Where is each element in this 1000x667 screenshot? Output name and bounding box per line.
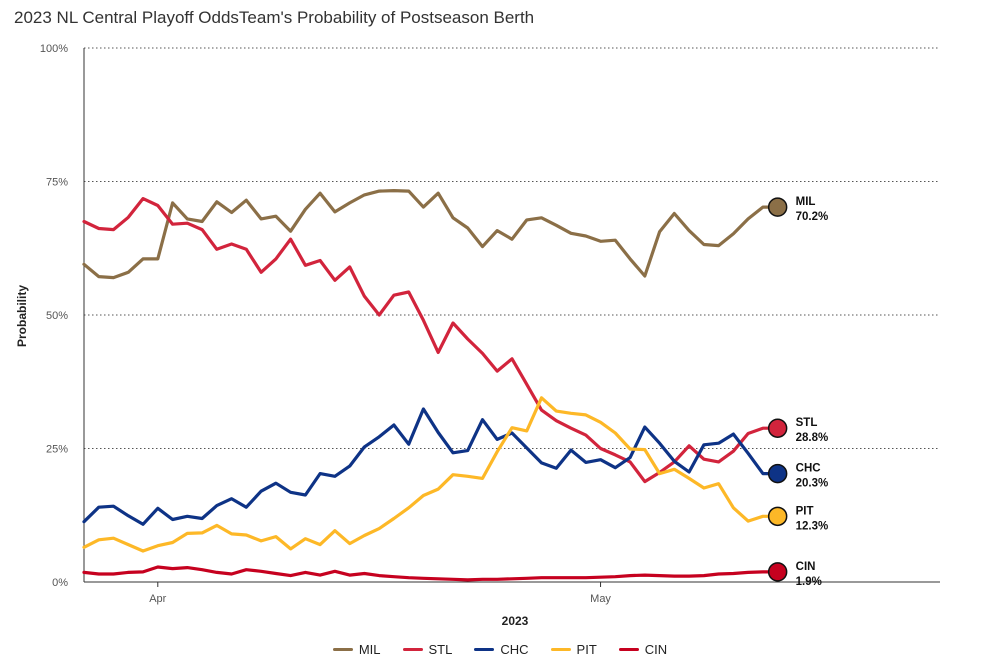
end-value-cin: 1.9% bbox=[796, 576, 822, 588]
x-tick-label: May bbox=[590, 593, 611, 605]
end-label-stl: STL bbox=[796, 417, 818, 429]
axes: 0% 25% 50% 75% 100% Apr May bbox=[40, 43, 940, 605]
chart-title: 2023 NL Central Playoff OddsTeam's Proba… bbox=[14, 8, 535, 27]
legend-label: MIL bbox=[358, 642, 381, 657]
legend-label: PIT bbox=[576, 642, 597, 657]
series-line-pit bbox=[82, 396, 780, 553]
legend-item-mil: MIL bbox=[332, 642, 381, 657]
end-label-cin: CIN bbox=[796, 561, 816, 573]
end-marker-pit bbox=[767, 506, 788, 527]
y-tick-label: 50% bbox=[46, 310, 68, 322]
end-label-mil: MIL bbox=[796, 196, 816, 208]
end-value-chc: 20.3% bbox=[796, 478, 829, 490]
y-tick-label: 100% bbox=[40, 43, 68, 55]
end-label-chc: CHC bbox=[796, 463, 821, 475]
legend-swatch bbox=[402, 648, 423, 651]
legend-label: STL bbox=[428, 642, 453, 657]
legend-item-cin: CIN bbox=[618, 642, 668, 657]
end-value-stl: 28.8% bbox=[796, 432, 829, 444]
legend-swatch bbox=[474, 648, 495, 651]
end-marker-cin bbox=[767, 562, 788, 582]
series-line-mil bbox=[82, 189, 780, 280]
y-axis-label: Probability bbox=[15, 285, 29, 347]
legend-swatch bbox=[332, 648, 353, 651]
y-tick-label: 25% bbox=[46, 444, 68, 456]
series-line-stl bbox=[82, 197, 780, 484]
legend-item-pit: PIT bbox=[550, 642, 597, 657]
legend-label: CHC bbox=[500, 642, 529, 657]
x-tick-label: Apr bbox=[149, 593, 166, 605]
legend-item-chc: CHC bbox=[474, 642, 529, 657]
y-tick-label: 75% bbox=[46, 177, 68, 189]
legend-swatch bbox=[618, 648, 639, 651]
end-marker-chc bbox=[767, 463, 788, 484]
end-value-mil: 70.2% bbox=[796, 211, 829, 223]
end-label-pit: PIT bbox=[796, 505, 814, 517]
end-marker-stl bbox=[767, 418, 788, 438]
legend-swatch bbox=[550, 648, 571, 651]
series-end-markers: MIL 70.2% STL 28.8% CHC 20.3% PIT 12.3% CIN 1.9% bbox=[767, 196, 829, 588]
legend-label: CIN bbox=[644, 642, 668, 657]
gridlines bbox=[84, 47, 940, 449]
series-line-cin bbox=[82, 565, 780, 582]
x-axis-label: 2023 bbox=[502, 614, 529, 628]
y-tick-label: 0% bbox=[52, 577, 68, 589]
legend-item-stl: STL bbox=[402, 642, 453, 657]
end-marker-mil bbox=[767, 197, 788, 217]
series-lines bbox=[82, 189, 780, 582]
end-value-pit: 12.3% bbox=[796, 520, 829, 532]
legend: MIL STL CHC PIT CIN bbox=[0, 642, 1000, 657]
series-line-chc bbox=[82, 407, 780, 526]
